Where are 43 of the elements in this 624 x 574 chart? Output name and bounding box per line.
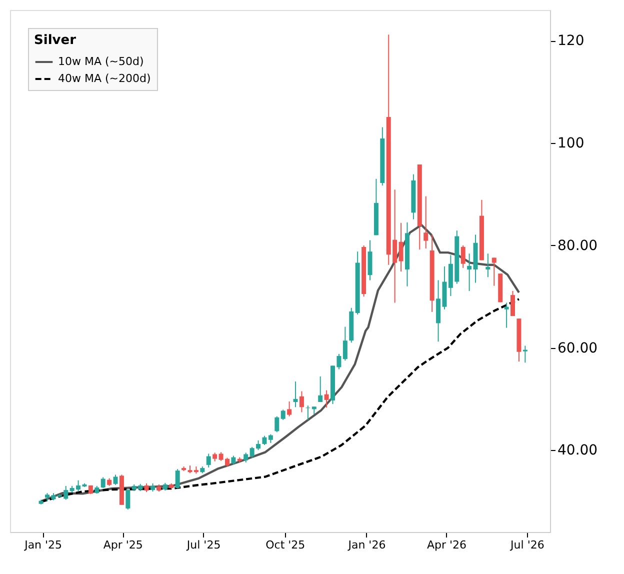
legend-title: Silver xyxy=(34,33,77,48)
x-tick-label: Apr '25 xyxy=(103,538,143,552)
candlestick xyxy=(299,390,304,413)
candlestick xyxy=(293,381,298,408)
candlestick xyxy=(492,257,496,286)
candlestick xyxy=(324,390,329,408)
candlestick xyxy=(274,416,280,433)
candlestick xyxy=(306,405,310,420)
y-tick-label: 40.00 xyxy=(558,442,598,459)
candlestick xyxy=(280,409,286,420)
x-tick-label: Jan '25 xyxy=(24,538,62,552)
x-tick-label: Jan '26 xyxy=(347,538,386,552)
x-tick-label: Jul '26 xyxy=(510,538,544,552)
candlestick xyxy=(504,302,509,328)
candlestick xyxy=(126,488,130,510)
candlestick xyxy=(398,222,404,272)
x-tick-label: Oct '25 xyxy=(266,538,306,552)
line-series xyxy=(40,224,520,502)
candlestick xyxy=(467,253,472,292)
candlestick xyxy=(522,345,528,364)
x-tick-label: Apr '26 xyxy=(426,538,467,552)
candlestick xyxy=(510,290,516,317)
candlestick xyxy=(100,476,106,488)
y-tick-label: 100 xyxy=(558,136,584,152)
candlestick xyxy=(175,468,180,489)
candlestick xyxy=(262,435,267,446)
candlestick xyxy=(342,326,348,362)
line-series xyxy=(40,298,520,503)
legend-label: 40w MA (~200d) xyxy=(58,72,151,85)
candlestick xyxy=(287,401,292,417)
candlestick xyxy=(206,453,211,468)
candlestick xyxy=(244,452,248,463)
candlestick xyxy=(424,196,428,249)
y-tick-label: 60.00 xyxy=(558,340,598,356)
legend-label: 10w MA (~50d) xyxy=(58,55,144,68)
candlestick xyxy=(486,253,490,278)
y-tick-label: 120 xyxy=(558,33,584,50)
candlestick xyxy=(460,244,466,268)
x-tick-label: Jul '25 xyxy=(186,538,221,552)
candlestick xyxy=(318,376,323,403)
candlestick xyxy=(113,474,118,486)
candlestick xyxy=(368,240,372,281)
y-tick-label: 80.00 xyxy=(558,238,598,254)
